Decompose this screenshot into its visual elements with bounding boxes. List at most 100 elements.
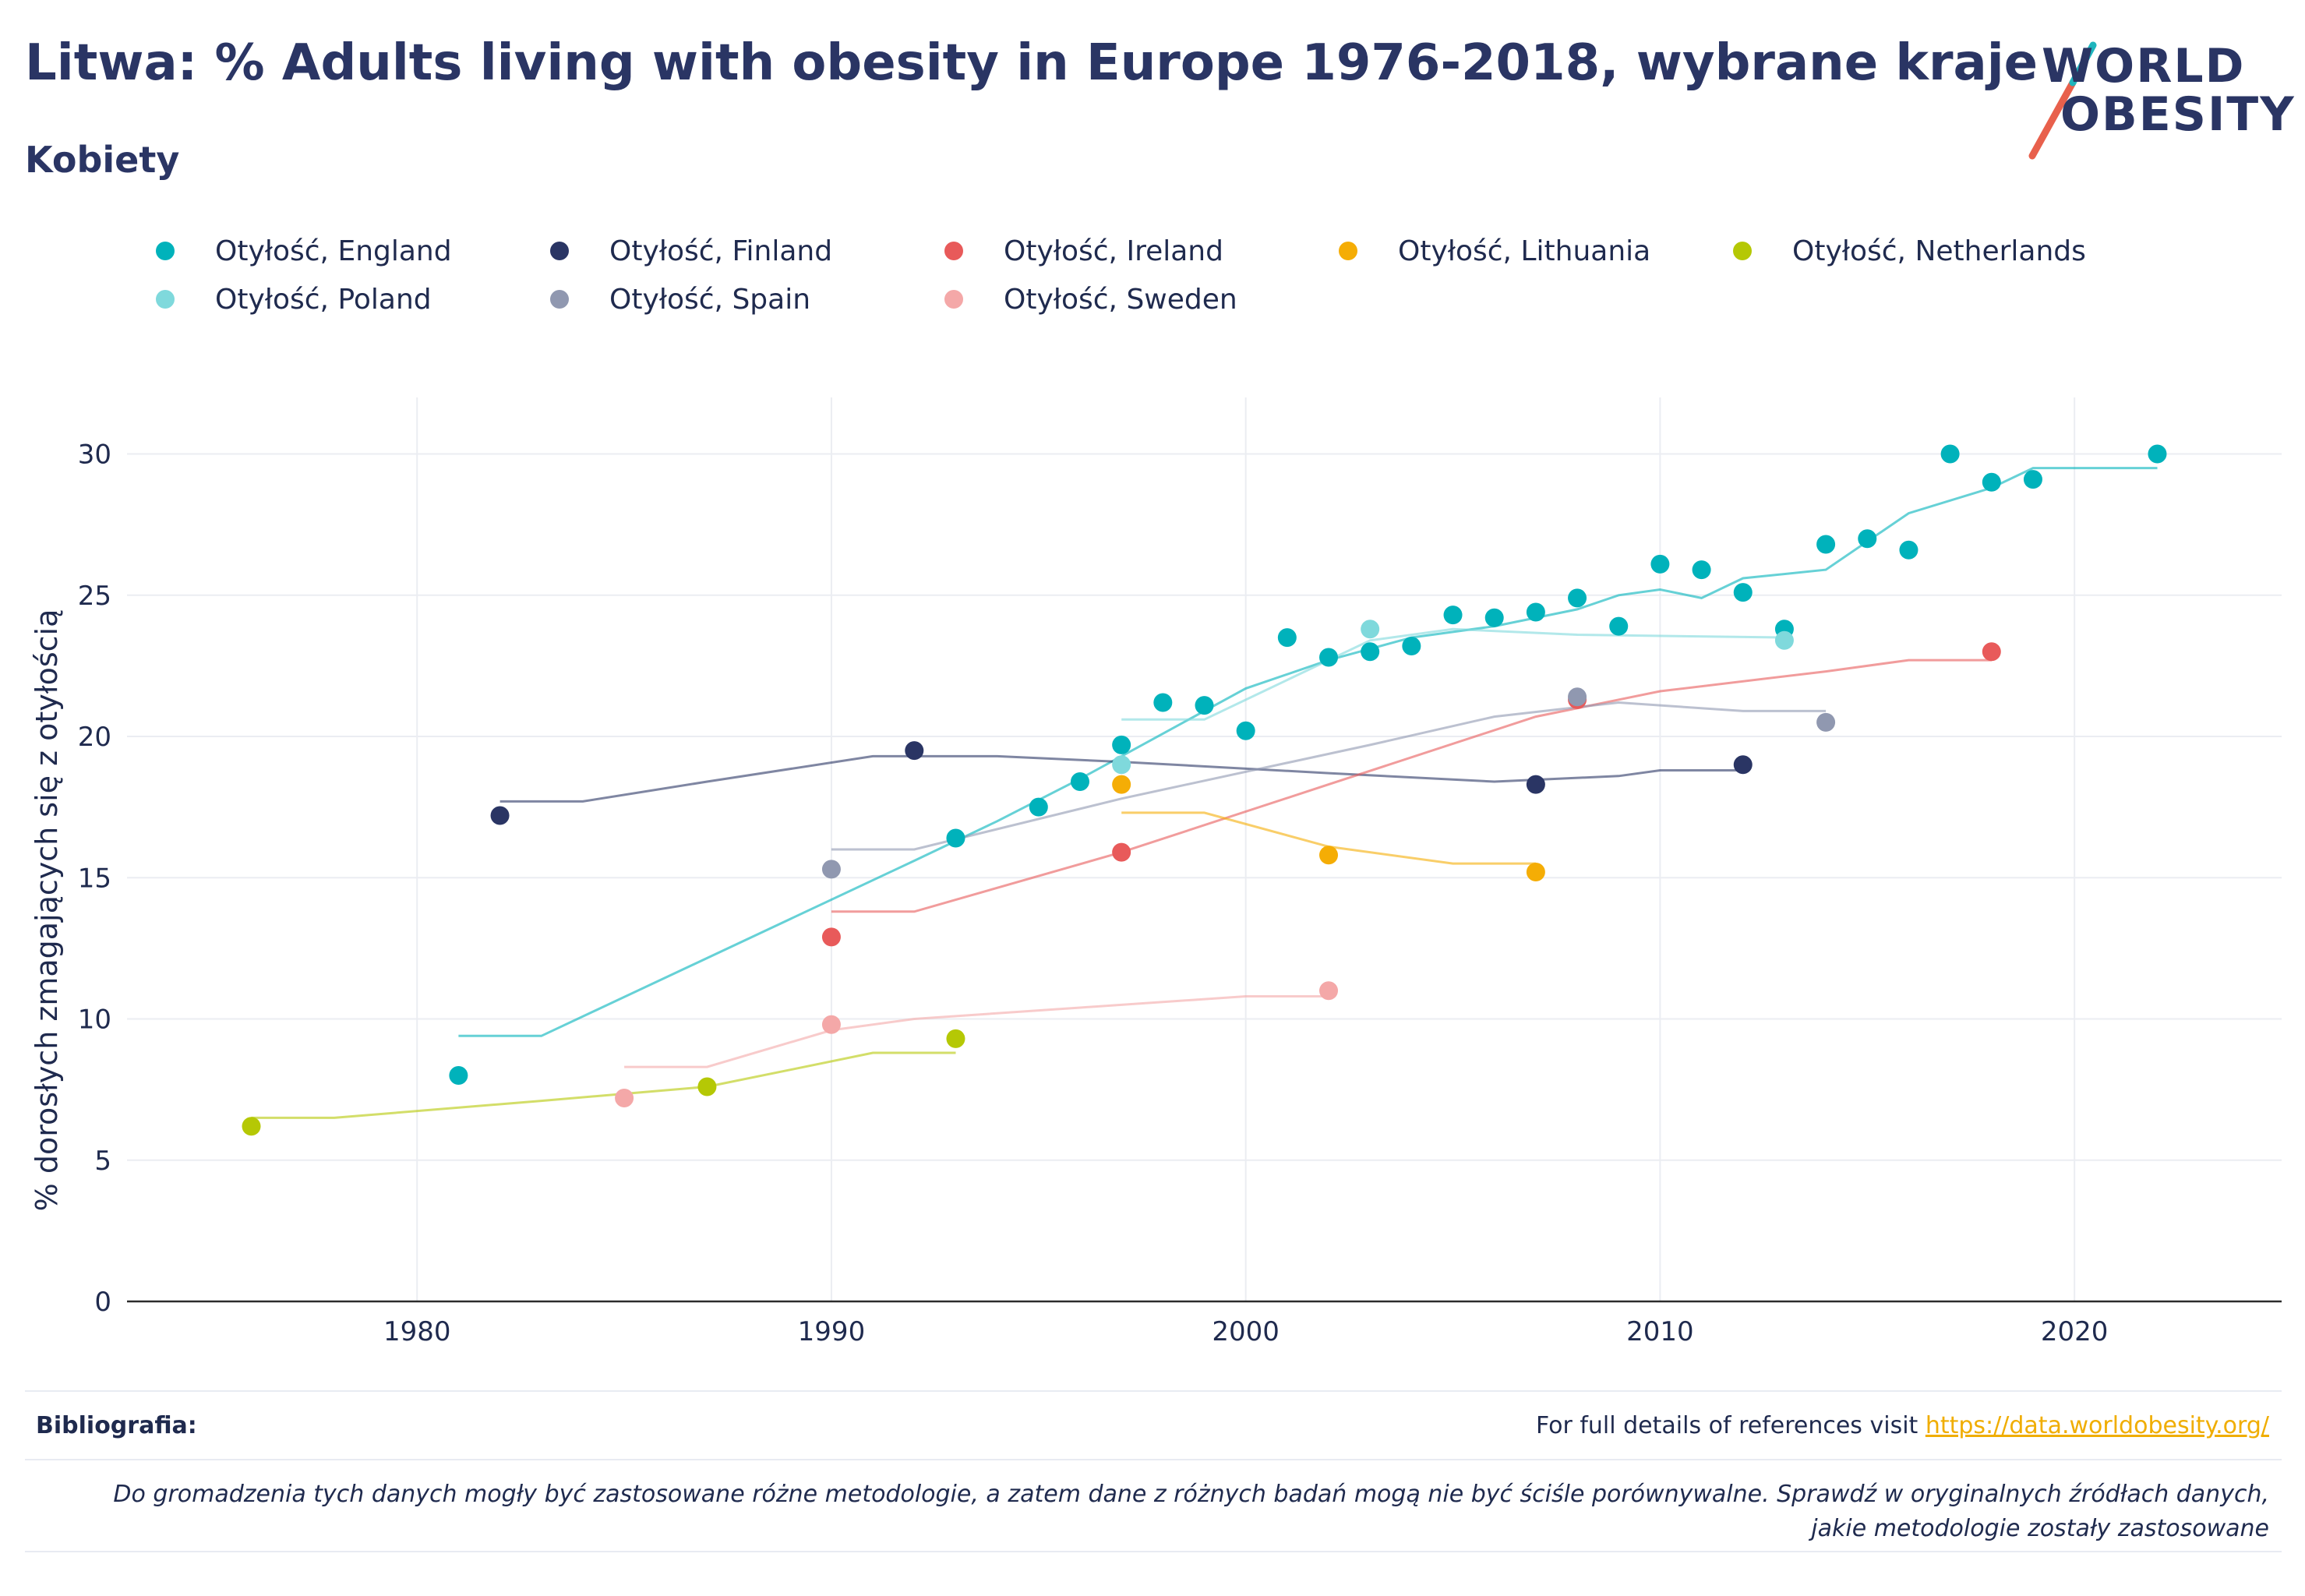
data-point: [1526, 863, 1545, 881]
data-point: [1195, 696, 1214, 715]
legend-label: Otyłość, Lithuania: [1398, 235, 1651, 267]
data-point: [821, 1015, 841, 1034]
legend-item[interactable]: Otyłość, England: [156, 232, 452, 270]
data-point: [1940, 444, 1960, 464]
legend-label: Otyłość, Poland: [215, 283, 432, 316]
legend-marker-icon: [944, 242, 963, 260]
data-point: [946, 828, 965, 848]
page-title: Litwa: % Adults living with obesity in E…: [25, 34, 2038, 92]
y-tick-label: 20: [78, 722, 111, 753]
methodology-note: Do gromadzenia tych danych mogły być zas…: [113, 1481, 2269, 1542]
y-tick-label: 10: [78, 1005, 111, 1036]
data-point: [1484, 608, 1504, 627]
data-point: [821, 927, 841, 947]
legend-item[interactable]: Otyłość, Netherlands: [1733, 232, 2086, 270]
data-point: [1692, 560, 1711, 580]
x-tick-label: 1990: [798, 1316, 866, 1347]
data-point: [1858, 529, 1877, 549]
legend-label: Otyłość, England: [215, 235, 452, 267]
footer-divider: [25, 1390, 2282, 1392]
data-point: [1899, 540, 1918, 560]
x-tick-label: 2020: [2041, 1316, 2109, 1347]
x-tick-label: 1980: [383, 1316, 451, 1347]
data-point: [1609, 616, 1629, 636]
data-point: [1112, 775, 1131, 794]
trend-line: [831, 701, 1827, 851]
scatter-chart: 0 5 10 15 20 25 30 1980 1990 2000 2010 2020: [78, 397, 2282, 1347]
y-tick-label: 5: [94, 1146, 111, 1177]
data-point: [697, 1077, 717, 1096]
data-point: [946, 1029, 965, 1048]
footer-divider-2: [25, 1459, 2282, 1460]
legend-item[interactable]: Otyłość, Ireland: [944, 232, 1223, 270]
logo-text-world: WORLD: [2042, 39, 2246, 94]
data-point: [1733, 755, 1753, 775]
y-tick-label: 15: [78, 863, 111, 894]
legend-item[interactable]: Otyłość, Sweden: [944, 281, 1237, 318]
data-point: [1774, 630, 1794, 650]
page-subtitle: Kobiety: [25, 139, 180, 181]
data-point: [490, 806, 510, 825]
legend-marker-icon: [156, 242, 175, 260]
y-tick-label: 0: [94, 1287, 111, 1318]
data-point: [1526, 775, 1545, 794]
logo-slash-icon: [2028, 41, 2097, 160]
legend-marker-icon: [550, 290, 569, 309]
data-point: [1029, 797, 1048, 817]
y-axis-label: % dorosłych zmagających się z otyłością: [30, 609, 64, 1212]
legend-item[interactable]: Otyłość, Finland: [550, 232, 832, 270]
data-point: [1070, 772, 1089, 791]
data-point: [1319, 648, 1339, 667]
data-point: [1112, 735, 1131, 754]
reference-link[interactable]: https://data.worldobesity.org/: [1925, 1412, 2269, 1439]
logo-slash-teal: [2069, 41, 2097, 87]
x-tick-label: 2000: [1212, 1316, 1280, 1347]
data-point: [905, 741, 924, 761]
legend-label: Otyłość, Sweden: [1004, 283, 1237, 316]
chart-legend: Otyłość, England Otyłość, Finland Otyłość,…: [156, 232, 2260, 326]
legend-marker-icon: [1733, 242, 1752, 260]
legend-label: Otyłość, Ireland: [1004, 235, 1223, 267]
data-point: [242, 1117, 261, 1136]
data-point: [2148, 444, 2167, 464]
reference-line: For full details of references visit htt…: [1536, 1412, 2269, 1439]
data-point: [1361, 642, 1380, 662]
logo-text-obesity: OBESITY: [2060, 87, 2296, 142]
data-point: [1650, 554, 1670, 574]
data-point: [1236, 721, 1255, 740]
data-point: [1112, 842, 1131, 862]
legend-marker-icon: [156, 290, 175, 309]
legend-marker-icon: [1339, 242, 1357, 260]
legend-label: Otyłość, Netherlands: [1792, 235, 2086, 267]
bibliography-label: Bibliografia:: [36, 1412, 197, 1439]
data-point: [1402, 637, 1421, 655]
x-tick-label: 2010: [1626, 1316, 1694, 1347]
y-tick-label: 25: [78, 581, 111, 612]
data-point: [1982, 472, 2001, 492]
data-point: [1733, 583, 1753, 602]
legend-marker-icon: [944, 290, 963, 309]
data-point: [2023, 470, 2042, 489]
data-point: [449, 1066, 468, 1085]
trend-line: [831, 659, 1992, 913]
data-point: [1319, 981, 1339, 1001]
logo-slash-red: [2028, 79, 2077, 160]
trend-line: [624, 995, 1329, 1068]
legend-item[interactable]: Otyłość, Poland: [156, 281, 432, 318]
legend-label: Otyłość, Spain: [609, 283, 811, 316]
legend-marker-icon: [550, 242, 569, 260]
data-point: [615, 1089, 634, 1107]
y-tick-label: 30: [78, 440, 111, 471]
legend-item[interactable]: Otyłość, Spain: [550, 281, 810, 318]
trend-line: [251, 1051, 956, 1119]
data-point: [1816, 535, 1836, 554]
data-point: [1568, 687, 1587, 707]
footer-divider-3: [25, 1551, 2282, 1552]
legend-item[interactable]: Otyłość, Lithuania: [1339, 232, 1650, 270]
data-point: [1153, 693, 1173, 712]
data-point: [1982, 642, 2001, 662]
world-obesity-logo: WORLD OBESITY: [2026, 39, 2294, 164]
legend-label: Otyłość, Finland: [609, 235, 833, 267]
data-point: [1568, 588, 1587, 608]
data-point: [1443, 606, 1463, 625]
